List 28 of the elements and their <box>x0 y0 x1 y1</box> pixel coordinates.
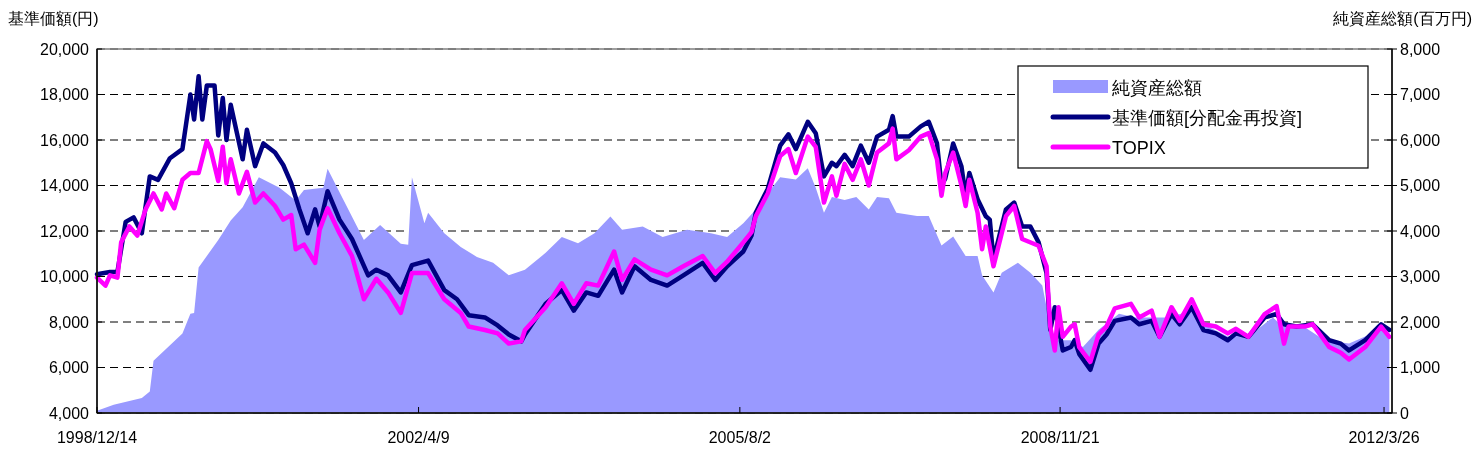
x-tick-label: 2008/11/21 <box>1020 429 1100 446</box>
y-tick-label: 12,000 <box>40 222 90 240</box>
y-tick-label: 14,000 <box>40 177 90 194</box>
y-axis-title: 基準価額(円) <box>8 10 99 27</box>
y2-tick-label: 3,000 <box>1400 268 1441 285</box>
y-tick-label: 20,000 <box>40 40 90 58</box>
y2-tick-label: 6,000 <box>1400 131 1441 149</box>
y2-tick-label: 7,000 <box>1400 86 1441 103</box>
y-tick-label: 18,000 <box>40 86 90 103</box>
y2-tick-label: 2,000 <box>1400 313 1441 331</box>
y-tick-label: 8,000 <box>48 313 90 331</box>
legend-label: 基準価額[分配金再投資] <box>1112 107 1303 128</box>
y2-tick-label: 8,000 <box>1400 40 1441 58</box>
y2-tick-label: 0 <box>1400 404 1409 422</box>
y2-tick-label: 4,000 <box>1400 222 1441 240</box>
x-tick-label: 2012/3/26 <box>1348 429 1420 446</box>
legend-label: 純資産総額 <box>1112 77 1202 98</box>
y2-tick-label: 5,000 <box>1400 177 1441 194</box>
x-tick-label: 1998/12/14 <box>56 429 138 446</box>
x-tick-label: 2005/8/2 <box>708 429 772 446</box>
y-tick-label: 6,000 <box>48 359 90 376</box>
y2-axis-title: 純資産総額(百万円) <box>1333 10 1472 27</box>
y-tick-label: 10,000 <box>40 268 90 285</box>
legend-label: TOPIX <box>1112 137 1166 158</box>
x-tick-label: 2002/4/9 <box>387 429 450 446</box>
y-tick-label: 4,000 <box>48 404 90 422</box>
y-tick-label: 16,000 <box>40 131 90 149</box>
y2-tick-label: 1,000 <box>1400 359 1441 376</box>
